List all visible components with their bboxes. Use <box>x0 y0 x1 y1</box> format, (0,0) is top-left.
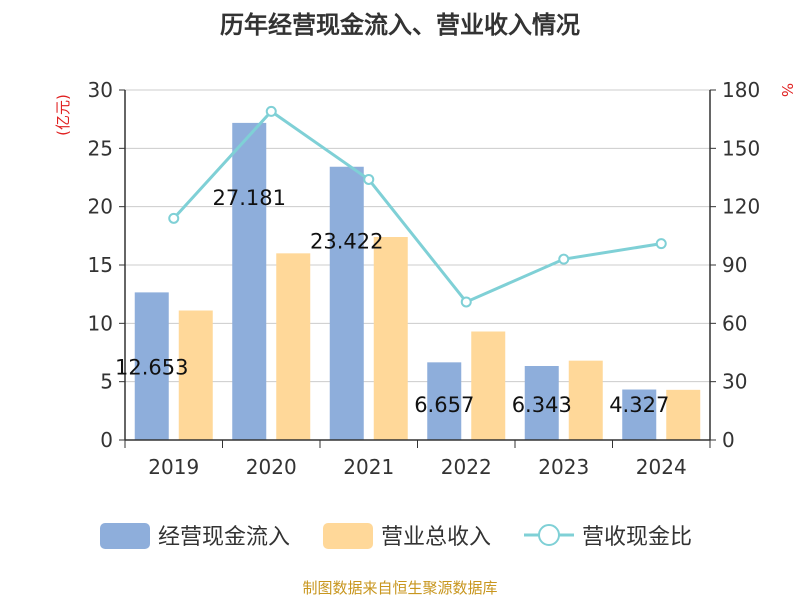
left-axis-tick-label: 10 <box>88 311 113 335</box>
x-axis-tick-label: 2020 <box>246 455 297 479</box>
x-axis-tick-label: 2019 <box>148 455 199 479</box>
right-axis-tick-label: 150 <box>722 136 760 160</box>
right-axis-tick-label: 0 <box>722 428 735 452</box>
line-point <box>265 105 277 117</box>
bar-cash-inflow <box>134 292 169 440</box>
line-point <box>168 212 180 224</box>
legend-label: 营收现金比 <box>582 525 692 550</box>
grid-layer <box>125 89 710 383</box>
bar-revenue <box>276 253 311 440</box>
right-axis-tick-label: 180 <box>722 78 760 102</box>
bar-data-label: 27.181 <box>213 186 286 210</box>
line-point <box>363 173 375 185</box>
bar-cash-inflow <box>524 365 559 440</box>
x-axis-tick-label: 2023 <box>538 455 589 479</box>
bar-data-label: 23.422 <box>310 230 383 254</box>
left-axis-tick-label: 20 <box>88 195 113 219</box>
right-axis-tick-label: 60 <box>722 311 747 335</box>
line-ratio <box>172 109 662 304</box>
bar-revenue <box>373 237 408 440</box>
bar-cash-inflow <box>427 362 462 440</box>
bar-revenue <box>666 389 701 440</box>
left-axis-title: (亿元) <box>54 94 72 136</box>
left-axis-tick-label: 0 <box>100 428 113 452</box>
legend-label: 经营现金流入 <box>158 525 290 550</box>
axis-layer: 0 5 10 15 20 25 30 0 30 60 90 120 150 180 (亿元)% 2019 202… <box>54 78 796 479</box>
source-note: 制图数据来自恒生聚源数据库 <box>302 579 497 597</box>
chart-title: 历年经营现金流入、营业收入情况 <box>220 11 580 39</box>
bar-data-label: 4.327 <box>609 393 669 417</box>
right-axis-tick-label: 120 <box>722 195 760 219</box>
line-point <box>655 238 667 250</box>
right-axis-title: % <box>778 83 796 97</box>
x-axis-tick-label: 2021 <box>343 455 394 479</box>
line-point <box>460 296 472 308</box>
legend-marker <box>538 524 560 546</box>
bar-revenue <box>568 360 603 440</box>
x-axis-tick-label: 2022 <box>441 455 492 479</box>
left-axis-tick-label: 25 <box>88 136 113 160</box>
legend-swatch <box>100 523 150 549</box>
right-axis-tick-label: 90 <box>722 253 747 277</box>
bar-cash-inflow <box>622 389 657 440</box>
left-axis-tick-label: 15 <box>88 253 113 277</box>
bar-revenue <box>471 331 506 440</box>
bar-layer <box>134 122 701 440</box>
legend: 经营现金流入 营业总收入 营收现金比 <box>100 523 692 550</box>
legend-label: 营业总收入 <box>381 525 491 550</box>
x-axis-tick-label: 2024 <box>636 455 687 479</box>
legend-swatch <box>323 523 373 549</box>
bar-revenue <box>178 310 213 440</box>
bar-data-label: 12.653 <box>115 355 188 379</box>
right-axis-tick-label: 30 <box>722 370 747 394</box>
bar-cash-inflow <box>232 122 267 440</box>
bar-cash-inflow <box>329 166 364 440</box>
bar-data-label: 6.657 <box>414 393 474 417</box>
data-label-layer: 12.653 27.181 23.422 6.657 6.343 4.327 <box>115 186 669 417</box>
left-axis-tick-label: 5 <box>100 370 113 394</box>
bar-data-label: 6.343 <box>512 393 572 417</box>
line-layer <box>168 105 667 308</box>
line-point <box>558 253 570 265</box>
left-axis-tick-label: 30 <box>88 78 113 102</box>
